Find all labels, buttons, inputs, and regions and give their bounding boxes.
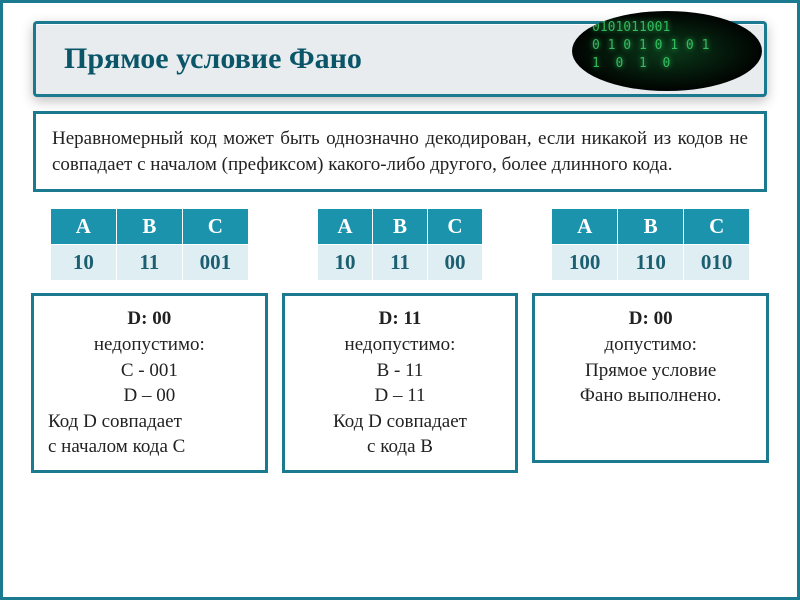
- th: В: [116, 209, 182, 245]
- verdict: допустимо:: [549, 332, 752, 358]
- code-table-3: А В С 100 110 010: [551, 208, 750, 281]
- th: В: [373, 209, 428, 245]
- detail-line: D – 00: [48, 383, 251, 409]
- td: 00: [428, 245, 483, 281]
- detail-line: Фано выполнено.: [549, 383, 752, 409]
- td: 11: [373, 245, 428, 281]
- explain-line: с началом кода С: [48, 434, 251, 460]
- columns-row: А В С 10 11 001 D: 00 недопустимо: С - 0…: [3, 208, 797, 473]
- d-code: D: 00: [48, 306, 251, 332]
- td: 001: [182, 245, 248, 281]
- d-code: D: 00: [549, 306, 752, 332]
- column-1: А В С 10 11 001 D: 00 недопустимо: С - 0…: [31, 208, 268, 473]
- explain-line: с кода В: [299, 434, 502, 460]
- verdict: недопустимо:: [299, 332, 502, 358]
- td: 010: [684, 245, 750, 281]
- explain-line: Код D совпадает: [299, 409, 502, 435]
- th: В: [618, 209, 684, 245]
- column-3: А В С 100 110 010 D: 00 допустимо: Прямо…: [532, 208, 769, 473]
- d-code: D: 11: [299, 306, 502, 332]
- td: 10: [318, 245, 373, 281]
- th: А: [318, 209, 373, 245]
- detail-line: С - 001: [48, 358, 251, 384]
- result-box-1: D: 00 недопустимо: С - 001 D – 00 Код D …: [31, 293, 268, 473]
- code-table-1: А В С 10 11 001: [50, 208, 249, 281]
- description-box: Неравномерный код может быть однозначно …: [33, 111, 767, 192]
- result-box-3: D: 00 допустимо: Прямое условие Фано вып…: [532, 293, 769, 463]
- th: А: [50, 209, 116, 245]
- td: 11: [116, 245, 182, 281]
- detail-line: Прямое условие: [549, 358, 752, 384]
- matrix-decoration: [572, 11, 762, 91]
- column-2: А В С 10 11 00 D: 11 недопустимо: B - 11…: [282, 208, 519, 473]
- th: С: [182, 209, 248, 245]
- detail-line: B - 11: [299, 358, 502, 384]
- th: А: [552, 209, 618, 245]
- td: 10: [50, 245, 116, 281]
- verdict: недопустимо:: [48, 332, 251, 358]
- td: 110: [618, 245, 684, 281]
- detail-line: D – 11: [299, 383, 502, 409]
- code-table-2: А В С 10 11 00: [317, 208, 483, 281]
- explain-line: Код D совпадает: [48, 409, 251, 435]
- td: 100: [552, 245, 618, 281]
- th: С: [428, 209, 483, 245]
- th: С: [684, 209, 750, 245]
- result-box-2: D: 11 недопустимо: B - 11 D – 11 Код D с…: [282, 293, 519, 473]
